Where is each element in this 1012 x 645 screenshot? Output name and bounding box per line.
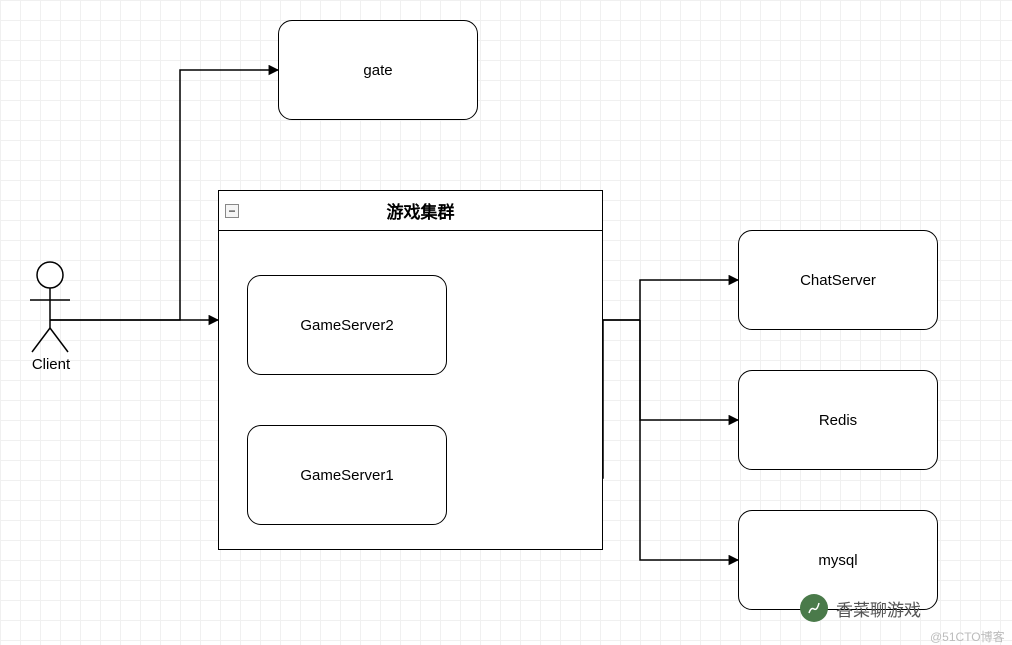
- node-chatserver-label: ChatServer: [800, 272, 876, 289]
- actor-figure: [30, 262, 70, 352]
- node-gameserver2: GameServer2: [247, 275, 447, 375]
- node-redis: Redis: [738, 370, 938, 470]
- brand: 香菜聊游戏: [800, 594, 921, 622]
- brand-text: 香菜聊游戏: [836, 596, 921, 621]
- watermark: @51CTO博客: [930, 628, 1005, 645]
- actor-label: Client: [30, 356, 72, 373]
- node-chatserver: ChatServer: [738, 230, 938, 330]
- brand-icon: [800, 594, 828, 622]
- node-gameserver2-label: GameServer2: [300, 317, 393, 334]
- edge-bus-to-mysql: [640, 320, 738, 560]
- node-mysql-label: mysql: [818, 552, 857, 569]
- group-title: 游戏集群: [239, 198, 602, 223]
- node-gate-label: gate: [363, 62, 392, 79]
- node-gameserver1-label: GameServer1: [300, 467, 393, 484]
- edge-bus-to-redis: [640, 320, 738, 420]
- edge-bus-to-chat: [640, 280, 738, 320]
- node-gate: gate: [278, 20, 478, 120]
- node-redis-label: Redis: [819, 412, 857, 429]
- minus-icon[interactable]: −: [225, 204, 239, 218]
- node-gameserver1: GameServer1: [247, 425, 447, 525]
- group-header: − 游戏集群: [219, 191, 602, 231]
